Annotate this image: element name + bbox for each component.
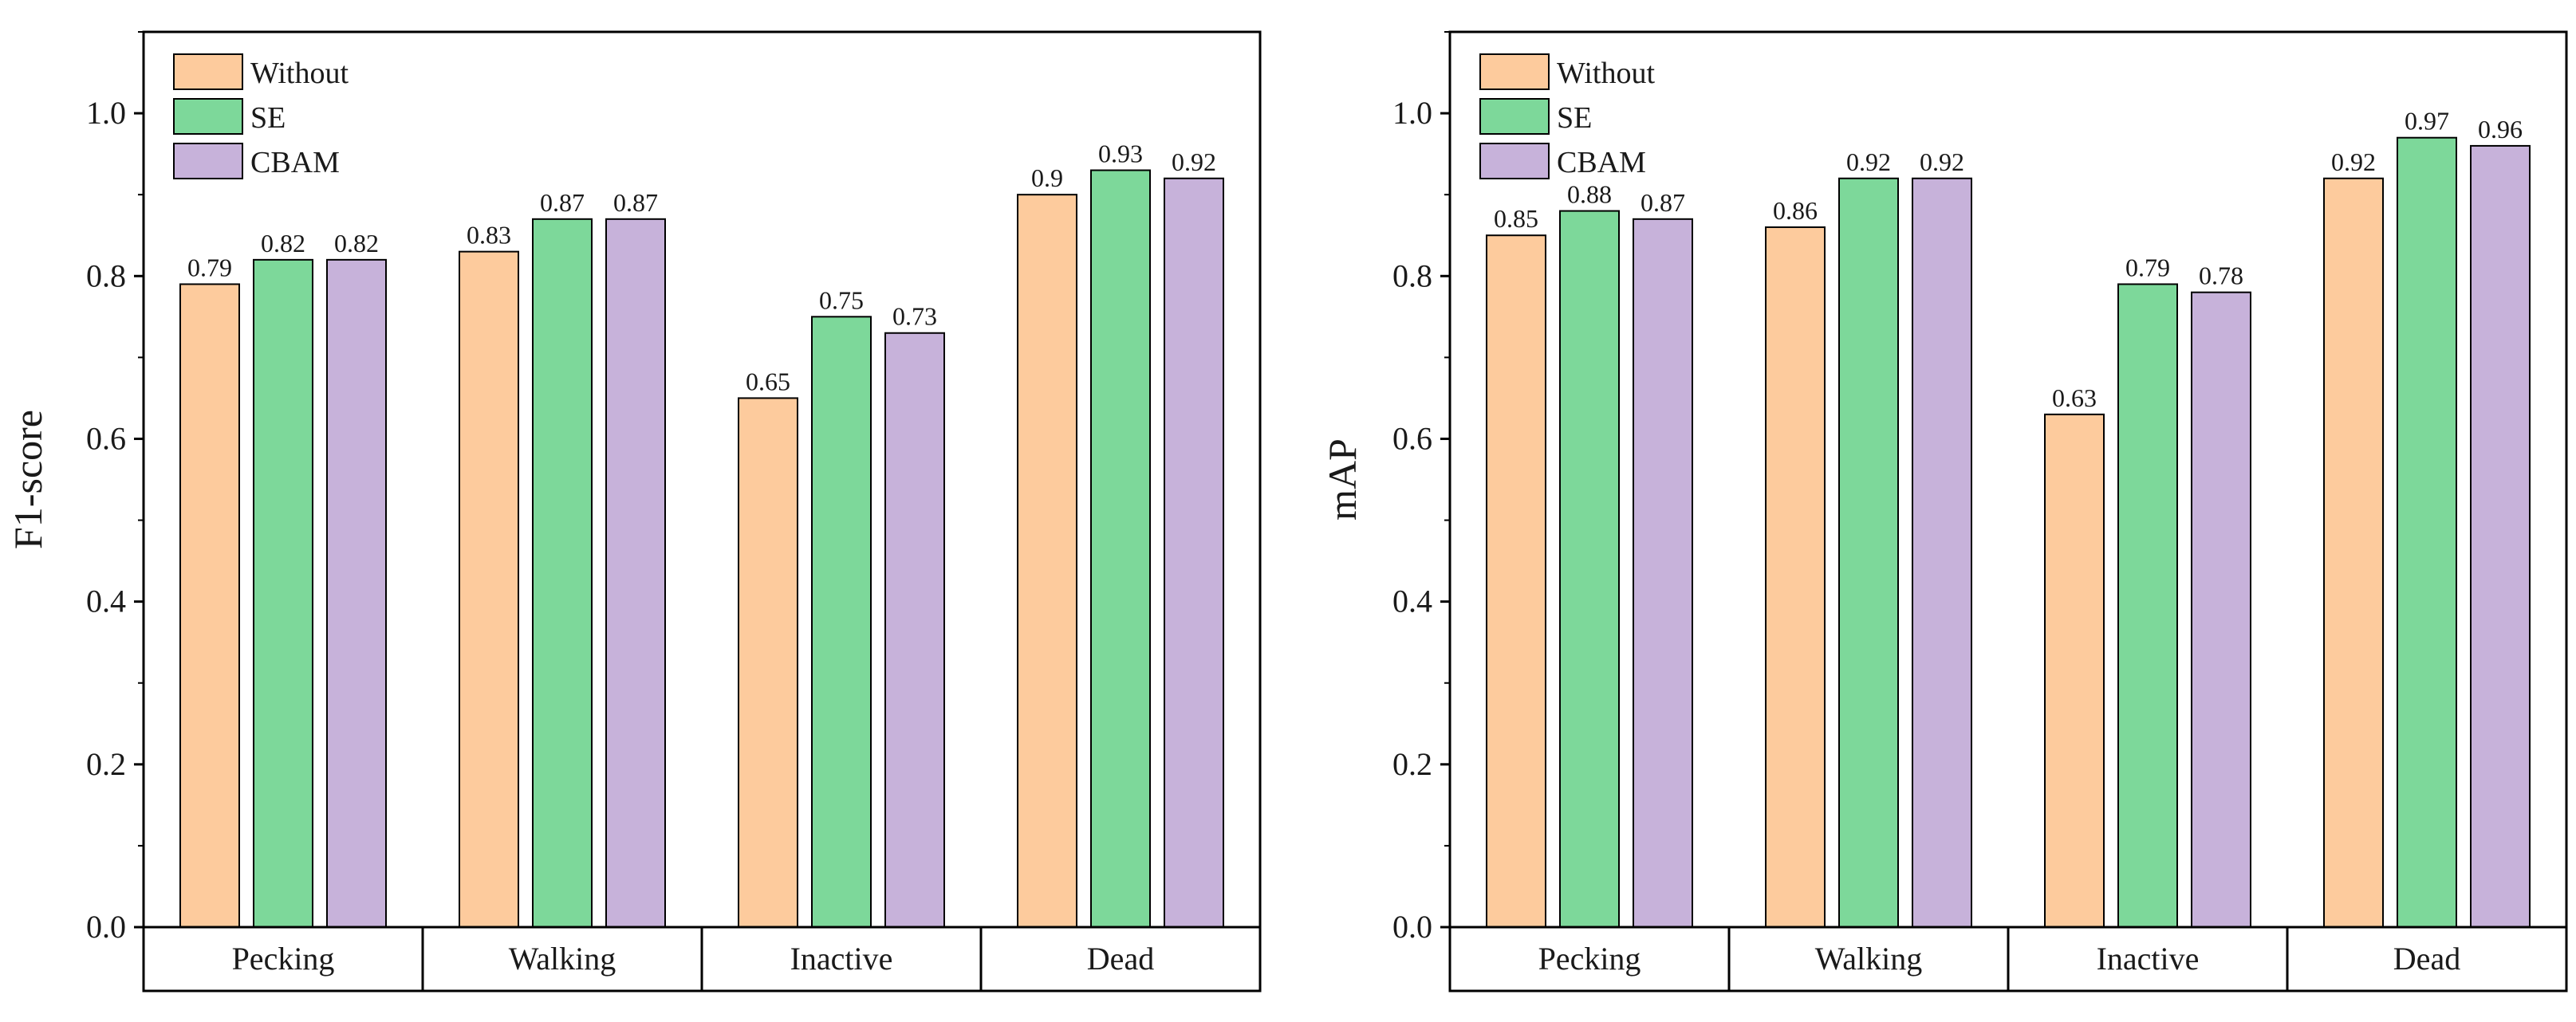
data-label: 0.88 [1567, 180, 1612, 209]
data-label: 0.73 [892, 302, 937, 331]
legend-swatch-se [1479, 98, 1550, 135]
x-tick-label-dead: Dead [2393, 941, 2460, 977]
x-tick-label-pecking: Pecking [232, 941, 335, 977]
data-label: 0.79 [2125, 253, 2170, 281]
data-label: 0.86 [1773, 196, 1818, 225]
data-label: 0.9 [1031, 163, 1063, 192]
bar-cbam-dead [2470, 144, 2531, 929]
data-label: 0.87 [540, 188, 585, 217]
bar-without-dead [2323, 177, 2384, 929]
bar-se-inactive [2117, 283, 2178, 928]
x-tick-label-pecking: Pecking [1538, 941, 1641, 977]
data-label: 0.75 [819, 285, 864, 314]
bar-without-pecking [179, 283, 240, 928]
data-label: 0.92 [1172, 147, 1216, 176]
legend-swatch-without [173, 53, 243, 90]
bar-without-dead [1017, 194, 1077, 928]
data-label: 0.92 [1846, 147, 1891, 176]
bar-without-pecking [1486, 234, 1546, 928]
x-tick-label-inactive: Inactive [790, 941, 893, 977]
y-tick-label: 0.4 [1392, 584, 1432, 619]
y-tick-label: 1.0 [1392, 95, 1432, 131]
legend-swatch-without [1479, 53, 1550, 90]
data-label: 0.97 [2405, 107, 2449, 136]
bar-se-pecking [1559, 210, 1620, 929]
legend-swatch-cbam [1479, 143, 1550, 179]
legend-swatch-se [173, 98, 243, 135]
data-label: 0.78 [2199, 261, 2243, 290]
legend-label-cbam: CBAM [250, 146, 340, 179]
bar-cbam-walking [605, 218, 666, 928]
y-tick-label: 0.2 [1392, 746, 1432, 782]
bar-without-inactive [738, 397, 798, 928]
data-label: 0.65 [746, 367, 790, 395]
y-tick-label: 0.4 [86, 584, 126, 619]
bar-se-pecking [253, 258, 313, 928]
data-label: 0.82 [334, 229, 379, 257]
data-label: 0.96 [2478, 115, 2523, 143]
y-axis-label: mAP [1320, 438, 1365, 521]
y-tick-label: 0.0 [1392, 909, 1432, 945]
legend-label-se: SE [1557, 101, 1592, 135]
y-tick-label: 0.2 [86, 746, 126, 782]
data-label: 0.82 [261, 229, 305, 257]
x-tick-label-walking: Walking [1815, 941, 1923, 977]
y-tick-label: 0.8 [86, 257, 126, 293]
bar-without-walking [1765, 226, 1826, 928]
legend-label-se: SE [250, 101, 286, 135]
data-label: 0.92 [2331, 147, 2376, 176]
y-tick-label: 0.6 [1392, 420, 1432, 456]
bar-se-dead [2397, 136, 2457, 928]
data-label: 0.85 [1494, 204, 1538, 233]
bar-se-inactive [811, 316, 872, 928]
bar-without-walking [459, 250, 519, 928]
legend-label-without: Without [250, 57, 349, 90]
bar-cbam-inactive [884, 332, 945, 928]
bar-without-inactive [2044, 413, 2105, 928]
bar-cbam-dead [1164, 177, 1224, 929]
bar-se-walking [1838, 177, 1899, 929]
data-label: 0.63 [2052, 383, 2097, 412]
data-label: 0.79 [187, 253, 232, 281]
bar-cbam-walking [1912, 177, 1972, 929]
bar-cbam-pecking [326, 258, 387, 928]
y-tick-label: 1.0 [86, 95, 126, 131]
legend-label-cbam: CBAM [1557, 146, 1646, 179]
data-label: 0.92 [1920, 147, 1964, 176]
bar-se-dead [1090, 169, 1151, 928]
data-label: 0.93 [1098, 140, 1143, 168]
legend-label-without: Without [1557, 57, 1655, 90]
data-label: 0.87 [1641, 188, 1685, 217]
y-axis-label: F1-score [6, 410, 50, 549]
y-tick-label: 0.6 [86, 420, 126, 456]
bar-se-walking [532, 218, 593, 928]
chart-panel-map: 0.85 0.86 0.63 0.92 0.88 0.92 0.79 0.97 0.87 0.92… [1320, 30, 2568, 993]
bar-cbam-pecking [1633, 218, 1693, 928]
y-tick-label: 0.0 [86, 909, 126, 945]
data-label: 0.83 [467, 221, 511, 250]
x-tick-label-inactive: Inactive [2097, 941, 2200, 977]
y-tick-label: 0.8 [1392, 257, 1432, 293]
chart-panel-f1: 0.79 0.83 0.65 0.9 0.82 0.87 0.75 0.93 0.82 0.87 0… [6, 30, 1262, 993]
legend-swatch-cbam [173, 143, 243, 179]
data-label: 0.87 [613, 188, 658, 217]
bar-cbam-inactive [2191, 291, 2251, 928]
x-tick-label-walking: Walking [509, 941, 616, 977]
x-tick-label-dead: Dead [1087, 941, 1154, 977]
